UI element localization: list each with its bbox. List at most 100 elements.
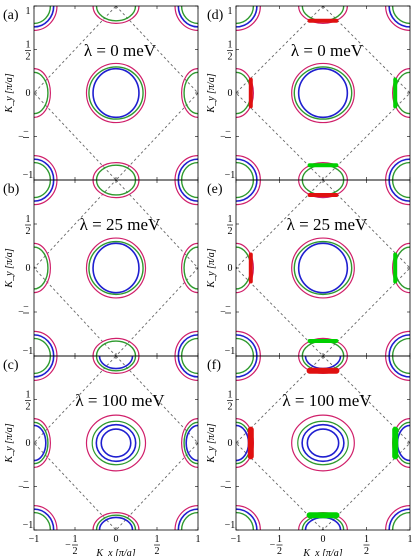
svg-text:−: − [23,127,29,138]
zone-boundary [34,180,198,356]
tick-label: 12 [25,390,31,413]
tick-label: 1 [228,6,233,17]
x-axis-label: K_x [π/a] [302,548,342,556]
electron-pocket [34,418,51,468]
x-axis-label: K_x [π/a] [95,548,135,556]
tick-label: − [220,132,226,143]
electron-pocket [185,424,198,462]
tick-label: −1 [225,170,236,181]
electron-pocket [392,68,410,118]
tick-label: 1 [408,534,413,545]
electron-pocket [396,424,410,462]
lambda-label: λ = 25 meV [80,215,161,234]
gamma-pocket [88,240,144,296]
svg-text:−: − [65,540,71,551]
y-axis-label: K_y [π/a] [206,248,217,288]
electron-pocket [181,418,198,468]
svg-text:2: 2 [155,546,160,556]
svg-text:2: 2 [228,402,233,413]
svg-text:1: 1 [228,214,233,225]
lambda-label: λ = 0 meV [291,41,364,60]
y-axis-label: K_y [π/a] [4,423,15,463]
tick-label: 0 [321,534,326,545]
svg-text:2: 2 [73,546,78,556]
svg-text:2: 2 [277,546,282,556]
tick-label: 1 [196,534,201,545]
lambda-label: λ = 25 meV [287,215,368,234]
tick-label: 12 [363,534,370,556]
panel-b: 0 −1 12 −− K_y [π/a] (b) λ = 25 meV [3,179,199,357]
electron-pocket [92,162,140,180]
plot-frame [235,179,411,357]
fermi-surface [34,180,198,356]
svg-text:−: − [270,540,276,551]
svg-text:2: 2 [26,226,31,237]
tick-label: 12 [227,214,233,237]
electron-pocket [181,68,198,118]
tick-label: − [220,482,226,493]
electron-pocket [34,68,51,118]
gamma-pocket [306,428,340,458]
electron-pocket [391,6,410,25]
zone-boundary [34,356,198,530]
plot-frame [33,5,199,181]
zone-boundary [236,180,410,356]
panel-label: (e) [207,182,223,197]
svg-text:1: 1 [73,534,78,545]
svg-text:−: − [225,477,231,488]
electron-pocket [95,340,137,356]
lambda-label: λ = 0 meV [84,41,157,60]
fermi-surface [236,6,410,180]
svg-text:2: 2 [26,402,31,413]
svg-text:−: − [225,127,231,138]
tick-label: 12 [227,390,233,413]
gamma-pocket [88,66,144,120]
tick-label: 0 [26,263,31,274]
svg-text:2: 2 [364,546,369,556]
svg-text:2: 2 [228,226,233,237]
svg-text:1: 1 [26,390,31,401]
panel-a: 10−112−−K_y [π/a](a)λ = 0 meV [3,5,199,181]
panel-label: (f) [207,358,221,373]
gamma-pocket [92,67,140,119]
electron-pocket [385,6,410,31]
y-axis-label: K_y [π/a] [4,73,15,113]
gamma-pocket [85,414,147,472]
tick-label: 0 [114,534,119,545]
gamma-pocket [92,242,140,294]
svg-text:1: 1 [26,40,31,51]
tick-label: 0 [228,263,233,274]
tick-label: 12 [154,534,160,556]
electron-pocket [298,180,348,199]
svg-text:−: − [225,302,231,313]
tick-label: 0 [26,88,31,99]
tick-label: − [220,307,226,318]
gamma-pocket [293,66,353,120]
gamma-pocket [301,423,345,463]
svg-text:2: 2 [228,52,233,63]
plot-frame [235,355,411,531]
tick-label: − [18,307,24,318]
tick-label: − [18,482,24,493]
tick-label: 12 [25,40,31,63]
lambda-label: λ = 100 meV [282,391,372,410]
electron-pocket [92,180,140,199]
electron-pocket [394,71,410,115]
electron-pocket [95,356,137,372]
tick-label: 12 [25,214,31,237]
y-axis-label: K_y [π/a] [206,423,217,463]
panel-label: (b) [3,182,20,197]
gamma-pocket [291,62,355,124]
electron-pocket [95,164,137,180]
gamma-pocket [297,242,349,294]
zone-boundary [34,6,198,180]
tick-label: −1 [23,520,34,531]
gamma-pocket [297,420,349,466]
gamma-pocket [291,237,355,299]
panel-d: 10−112−−K_y [π/a](d)λ = 0 meV [206,5,411,181]
tick-label: −1 [225,346,236,357]
electron-pocket [392,242,410,294]
